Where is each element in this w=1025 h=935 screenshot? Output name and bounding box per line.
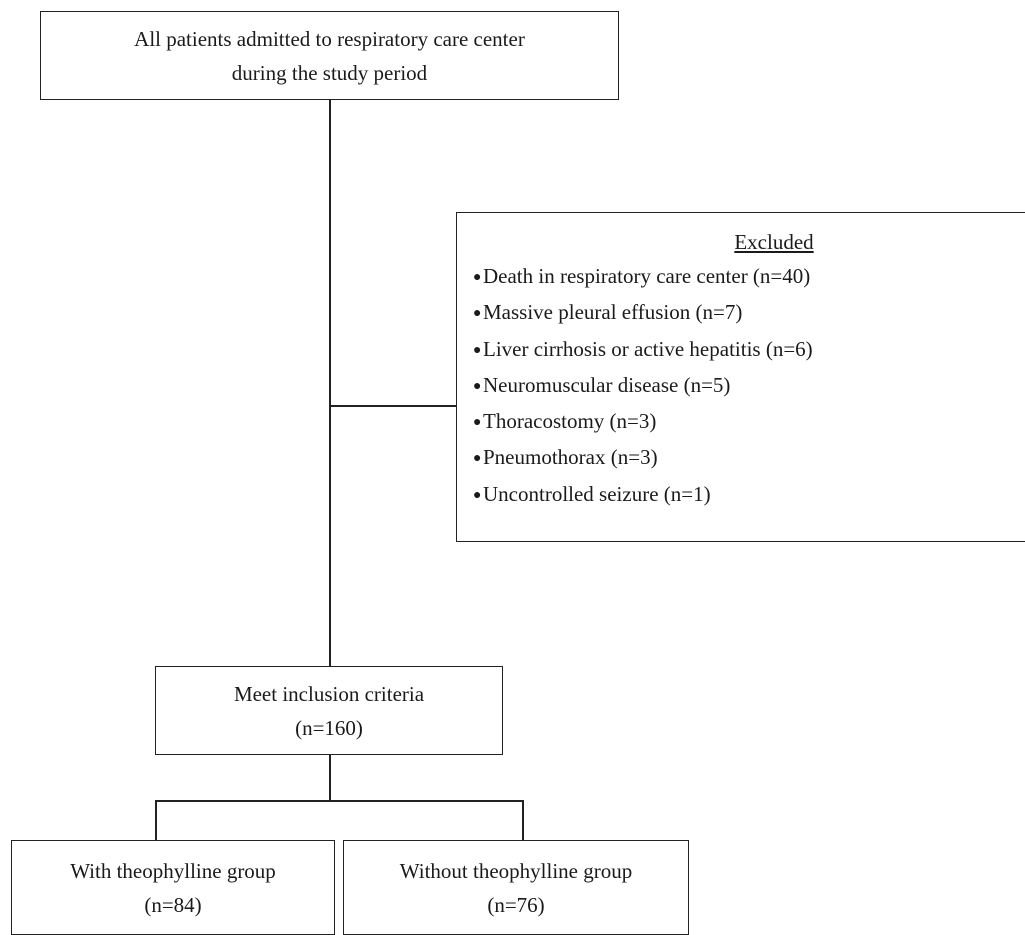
split-vertical-connector (329, 755, 331, 800)
bullet-icon: ● (473, 415, 482, 431)
bullet-icon: ● (473, 378, 482, 394)
excluded-box: Excluded ●Death in respiratory care cent… (456, 212, 1025, 542)
with-theophylline-box: With theophylline group (n=84) (11, 840, 335, 935)
bullet-icon: ● (473, 306, 482, 322)
bullet-icon: ● (473, 342, 482, 358)
main-vertical-connector (329, 100, 331, 666)
right-drop-connector (522, 800, 524, 840)
all-patients-line2: during the study period (231, 60, 428, 85)
inclusion-line2: (n=160) (295, 715, 363, 740)
excluded-item: ●Massive pleural effusion (n=7) (473, 295, 1025, 331)
split-horizontal-connector (155, 800, 524, 802)
without-theophylline-box: Without theophylline group (n=76) (343, 840, 689, 935)
without-theophylline-line1: Without theophylline group (399, 858, 633, 883)
excluded-item: ●Death in respiratory care center (n=40) (473, 259, 1025, 295)
all-patients-line1: All patients admitted to respiratory car… (134, 26, 525, 51)
excluded-list: ●Death in respiratory care center (n=40)… (457, 259, 1025, 513)
left-drop-connector (155, 800, 157, 840)
excluded-item: ●Uncontrolled seizure (n=1) (473, 477, 1025, 513)
excluded-title: Excluded (734, 230, 814, 254)
excluded-item: ●Thoracostomy (n=3) (473, 404, 1025, 440)
excluded-item: ●Pneumothorax (n=3) (473, 440, 1025, 476)
bullet-icon: ● (473, 270, 482, 285)
excluded-item: ●Liver cirrhosis or active hepatitis (n=… (473, 332, 1025, 368)
without-theophylline-line2: (n=76) (487, 892, 545, 917)
all-patients-box: All patients admitted to respiratory car… (40, 11, 619, 100)
with-theophylline-line1: With theophylline group (70, 858, 276, 883)
inclusion-box: Meet inclusion criteria (n=160) (155, 666, 503, 755)
bullet-icon: ● (473, 451, 482, 467)
inclusion-line1: Meet inclusion criteria (233, 681, 425, 706)
bullet-icon: ● (473, 487, 482, 503)
excluded-item: ●Neuromuscular disease (n=5) (473, 368, 1025, 404)
excluded-branch-connector (329, 405, 457, 407)
with-theophylline-line2: (n=84) (144, 892, 202, 917)
